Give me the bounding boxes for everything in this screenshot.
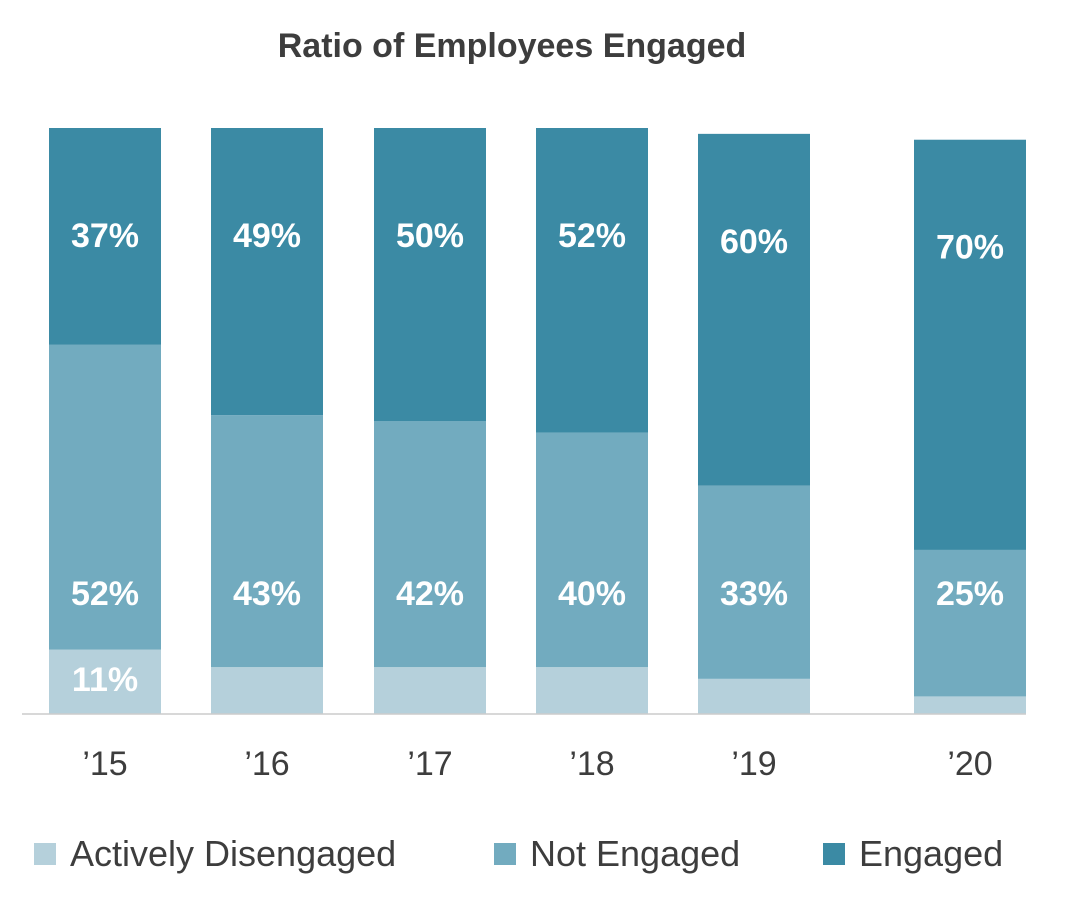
data-label: 25%	[936, 575, 1004, 613]
legend-swatch	[823, 843, 845, 865]
x-tick-label: ’20	[947, 745, 992, 783]
bar-segment	[374, 421, 486, 668]
legend-swatch	[494, 843, 516, 865]
bar-segment	[698, 485, 810, 679]
bar-segment	[374, 667, 486, 714]
bar-segment	[374, 128, 486, 421]
data-label: 11%	[72, 661, 138, 699]
bar-segment	[698, 133, 810, 486]
legend-label: Actively Disengaged	[70, 833, 396, 874]
legend-swatch	[34, 843, 56, 865]
legend: Actively Disengaged Not Engaged Engaged	[34, 833, 1003, 874]
bar-segment	[211, 128, 323, 416]
x-tick-label: ’16	[244, 745, 289, 783]
bar-segment	[914, 549, 1026, 697]
legend-label: Engaged	[859, 833, 1003, 874]
bar-segment	[49, 344, 161, 650]
data-label: 40%	[558, 575, 626, 613]
data-label: 60%	[720, 223, 788, 261]
x-tick-label: ’19	[731, 745, 776, 783]
chart-title: Ratio of Employees Engaged	[278, 27, 747, 65]
bars-group: 11% 52% 37% 43% 49% 42% 50% 40% 52% 33% 60% 25% 70%	[49, 128, 1026, 714]
bar-segment	[49, 128, 161, 345]
data-label: 49%	[233, 217, 301, 255]
data-label: 37%	[71, 217, 139, 255]
bar-segment	[536, 667, 648, 714]
bar-segment	[49, 649, 161, 714]
bar-segment	[536, 128, 648, 433]
legend-label: Not Engaged	[530, 833, 740, 874]
data-label: 43%	[233, 575, 301, 613]
data-label: 52%	[558, 217, 626, 255]
x-tick-label: ’17	[407, 745, 452, 783]
data-label: 33%	[720, 575, 788, 613]
data-label: 70%	[936, 229, 1004, 267]
bar-segment	[698, 678, 810, 714]
bar-segment	[536, 432, 648, 668]
bar-segment	[211, 667, 323, 714]
data-label: 50%	[396, 217, 464, 255]
data-label: 42%	[396, 575, 464, 613]
x-axis-ticks: ’15 ’16 ’17 ’18 ’19 ’20	[82, 745, 992, 783]
bar-segment	[914, 696, 1026, 714]
bar-segment	[211, 415, 323, 668]
x-tick-label: ’18	[569, 745, 614, 783]
x-tick-label: ’15	[82, 745, 127, 783]
bar-segment	[914, 139, 1026, 550]
data-label: 52%	[71, 575, 139, 613]
